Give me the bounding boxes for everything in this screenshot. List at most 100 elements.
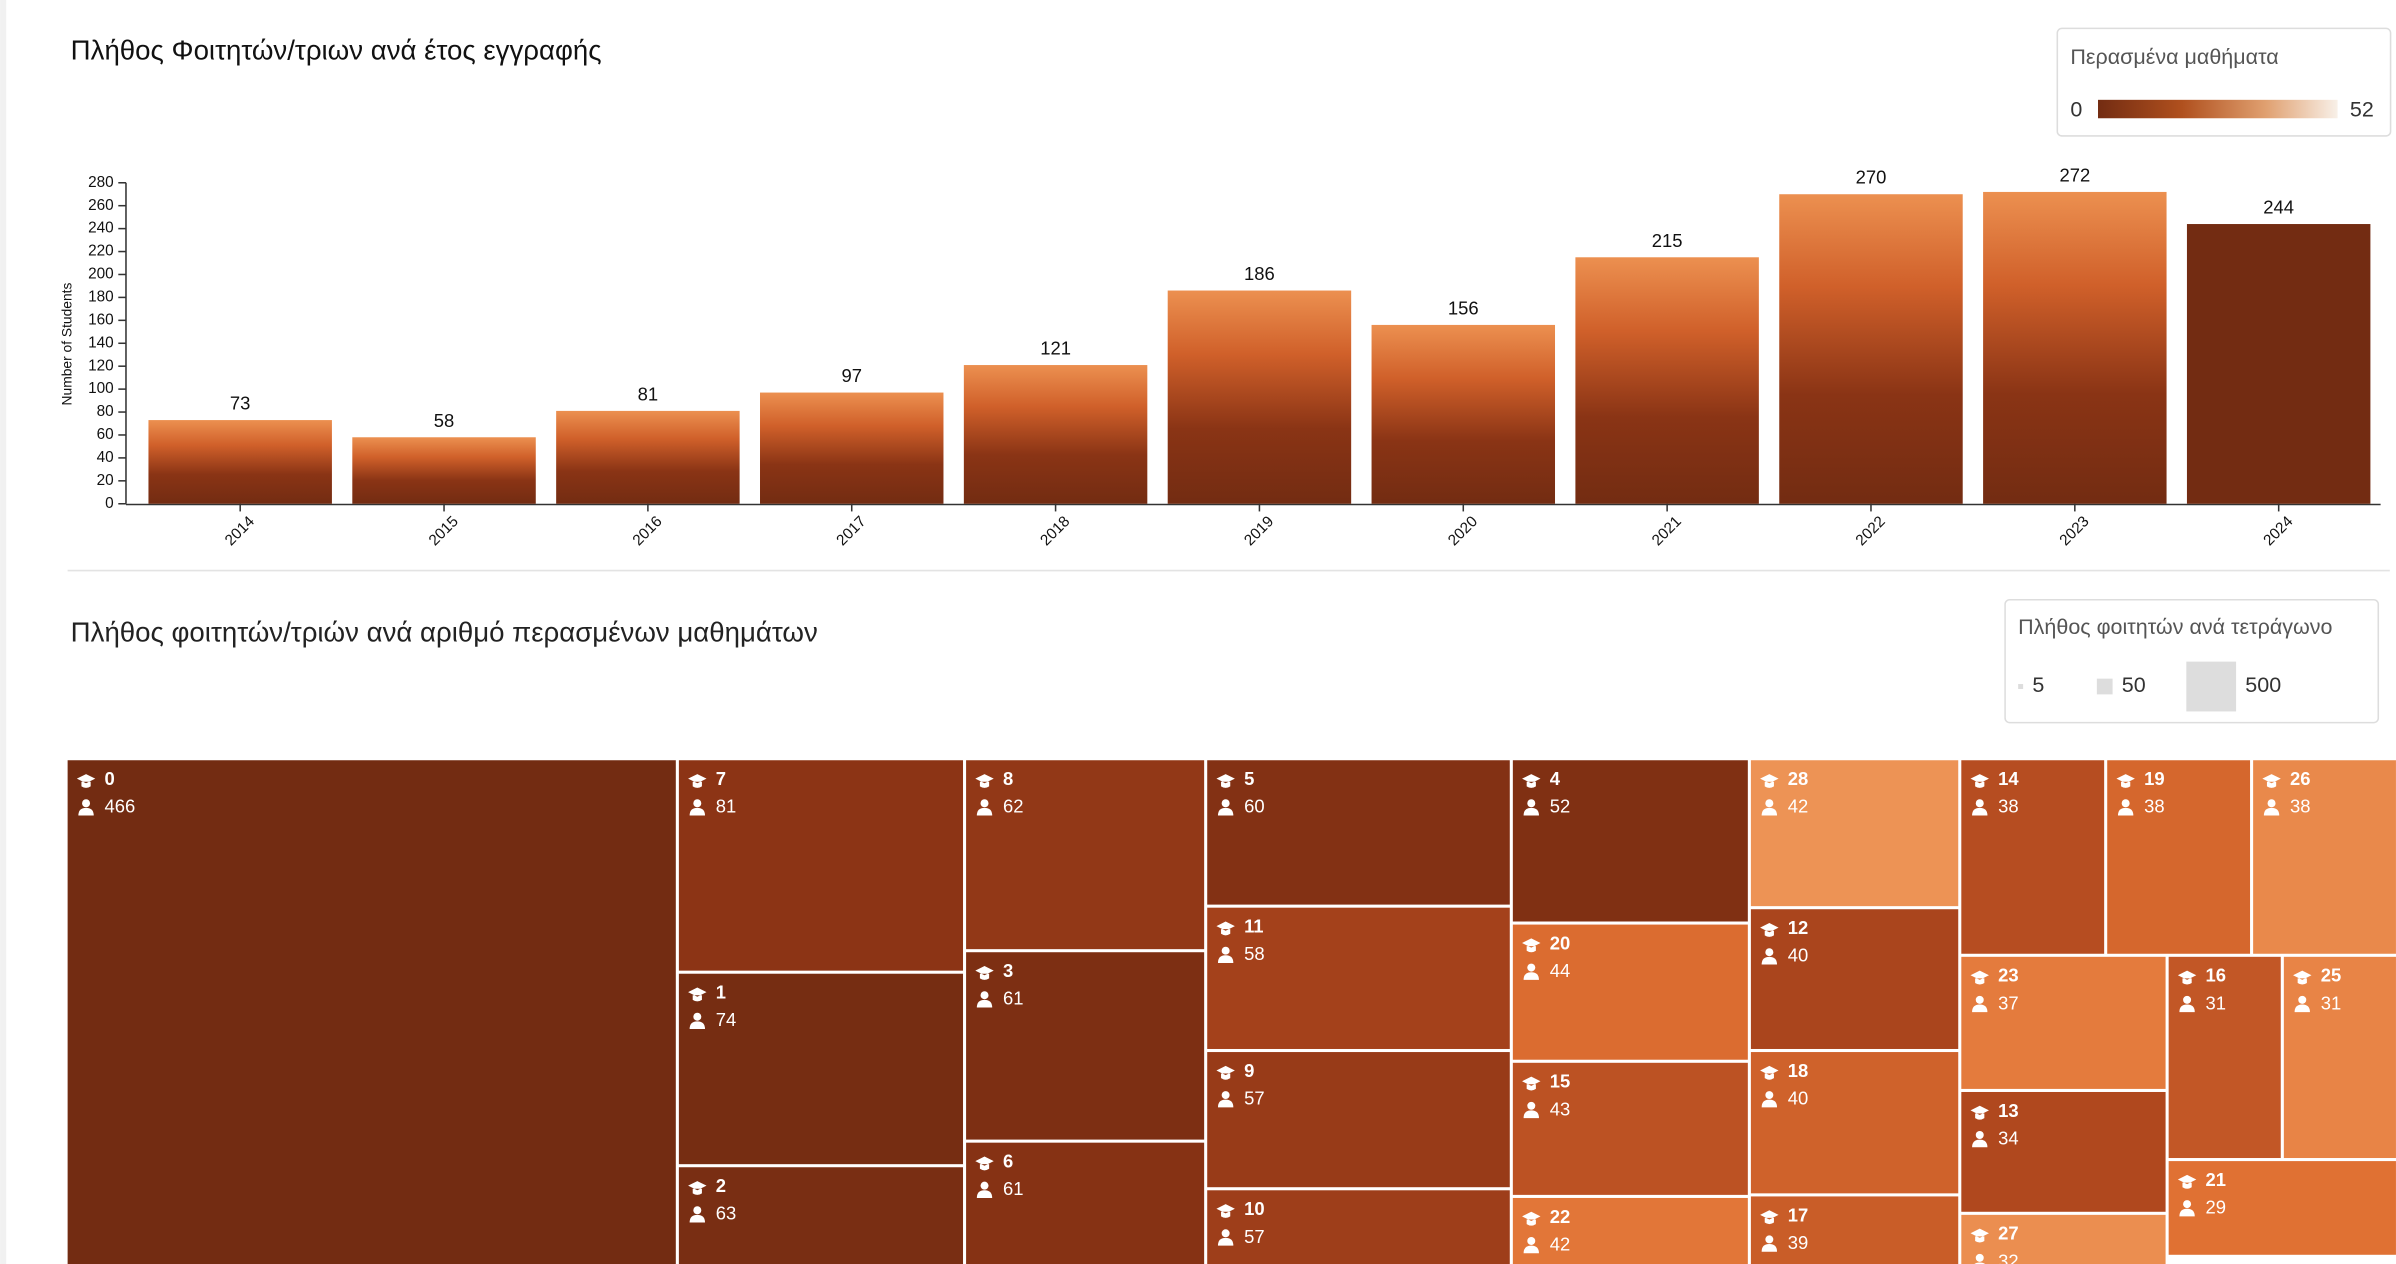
treemap-cell xyxy=(1512,1062,1748,1195)
course-count: 10 xyxy=(1244,1198,1265,1219)
cap-icon xyxy=(76,774,96,788)
treemap-cell xyxy=(1750,909,1959,1049)
treemap-cell xyxy=(966,1142,1205,1264)
y-tick-label: 80 xyxy=(97,403,114,420)
treemap-cell xyxy=(1750,1196,1959,1264)
person-icon xyxy=(1523,1245,1539,1254)
size-legend-label: 500 xyxy=(2245,673,2281,697)
person-icon xyxy=(976,807,993,816)
x-tick-label: 2019 xyxy=(1241,513,1277,549)
course-count: 28 xyxy=(1788,768,1808,789)
y-tick-label: 0 xyxy=(105,495,114,512)
student-count: 57 xyxy=(1244,1226,1265,1247)
y-tick-label: 60 xyxy=(97,426,114,443)
student-count: 57 xyxy=(1244,1088,1265,1109)
person-icon xyxy=(689,807,705,816)
student-count: 37 xyxy=(1998,992,2019,1013)
treemap-cell xyxy=(67,760,676,1264)
person-icon xyxy=(1221,1091,1230,1100)
cap-icon xyxy=(1760,774,1779,788)
person-icon xyxy=(2117,807,2134,816)
person-icon xyxy=(1221,946,1230,955)
course-count: 19 xyxy=(2144,768,2165,789)
value-label: 270 xyxy=(1856,167,1887,188)
y-tick-label: 120 xyxy=(88,357,114,374)
person-icon xyxy=(2294,1004,2310,1013)
person-icon xyxy=(1975,1253,1984,1262)
course-count: 9 xyxy=(1244,1060,1254,1081)
cap-icon xyxy=(1760,923,1779,937)
student-count: 43 xyxy=(1550,1098,1571,1119)
person-icon xyxy=(1975,995,1984,1004)
treemap-cell xyxy=(2283,956,2396,1159)
cap-icon xyxy=(1970,1105,1989,1120)
bar xyxy=(556,410,740,504)
course-count: 14 xyxy=(1998,768,2019,789)
treemap-cell xyxy=(678,973,964,1165)
cap-icon xyxy=(2262,774,2281,788)
course-count: 16 xyxy=(2206,965,2227,986)
y-tick-label: 140 xyxy=(88,334,114,351)
person-icon xyxy=(2179,1208,2195,1217)
student-count: 40 xyxy=(1788,945,1808,966)
value-label: 272 xyxy=(2059,164,2090,185)
person-icon xyxy=(1761,1099,1778,1108)
course-count: 11 xyxy=(1244,916,1263,937)
person-icon xyxy=(2267,799,2276,808)
left-strip xyxy=(0,0,7,1264)
course-count: 27 xyxy=(1998,1223,2019,1244)
bar xyxy=(1167,290,1352,504)
course-count: 2 xyxy=(716,1175,726,1196)
course-count: 6 xyxy=(1003,1151,1013,1172)
person-icon xyxy=(2183,995,2192,1004)
y-tick-label: 220 xyxy=(88,243,114,260)
y-tick-label: 160 xyxy=(88,311,114,328)
treemap-cell xyxy=(1961,760,2105,954)
person-icon xyxy=(1972,1139,1988,1148)
student-count: 74 xyxy=(716,1009,737,1030)
course-count: 8 xyxy=(1003,768,1013,789)
course-count: 3 xyxy=(1003,960,1013,981)
treemap-cell xyxy=(2168,956,2281,1159)
course-count: 12 xyxy=(1788,917,1808,938)
value-label: 121 xyxy=(1040,338,1071,359)
person-icon xyxy=(1975,799,1984,808)
course-count: 17 xyxy=(1788,1204,1808,1225)
cap-icon xyxy=(1216,1204,1235,1218)
chart-title: Πλήθος φοιτητών/τριών ανά αριθμό περασμέ… xyxy=(71,617,818,648)
person-icon xyxy=(980,991,989,1000)
person-icon xyxy=(1527,799,1536,808)
cap-icon xyxy=(1522,1076,1541,1091)
color-legend-gradient xyxy=(2098,99,2338,119)
person-icon xyxy=(1527,963,1536,972)
student-count: 466 xyxy=(104,796,135,817)
student-count: 81 xyxy=(716,796,737,817)
y-axis-label: Number of Students xyxy=(58,283,74,406)
course-count: 4 xyxy=(1550,768,1561,789)
cap-icon xyxy=(688,774,707,788)
y-tick-label: 40 xyxy=(97,449,114,466)
course-count: 15 xyxy=(1550,1071,1571,1092)
cap-icon xyxy=(1216,1065,1235,1080)
student-count: 61 xyxy=(1003,1178,1024,1199)
cap-icon xyxy=(1760,1065,1779,1080)
x-tick-label: 2024 xyxy=(2260,513,2296,549)
course-count: 7 xyxy=(716,768,726,789)
cap-icon xyxy=(1970,774,1989,788)
course-count: 21 xyxy=(2206,1169,2227,1190)
person-icon xyxy=(689,1214,705,1223)
bar xyxy=(1779,194,1963,504)
person-icon xyxy=(1765,1091,1774,1100)
person-icon xyxy=(1523,807,1539,816)
size-legend-square xyxy=(2096,678,2113,695)
chart-title: Πλήθος Φοιτητών/τριων ανά έτος εγγραφής xyxy=(71,35,602,66)
x-tick-label: 2020 xyxy=(1445,513,1481,549)
y-tick-label: 200 xyxy=(88,266,114,283)
value-label: 97 xyxy=(841,365,862,386)
cap-icon xyxy=(2116,774,2135,788)
person-icon xyxy=(2263,807,2280,816)
person-icon xyxy=(1761,807,1778,816)
person-icon xyxy=(980,1181,989,1190)
student-count: 31 xyxy=(2206,992,2227,1013)
